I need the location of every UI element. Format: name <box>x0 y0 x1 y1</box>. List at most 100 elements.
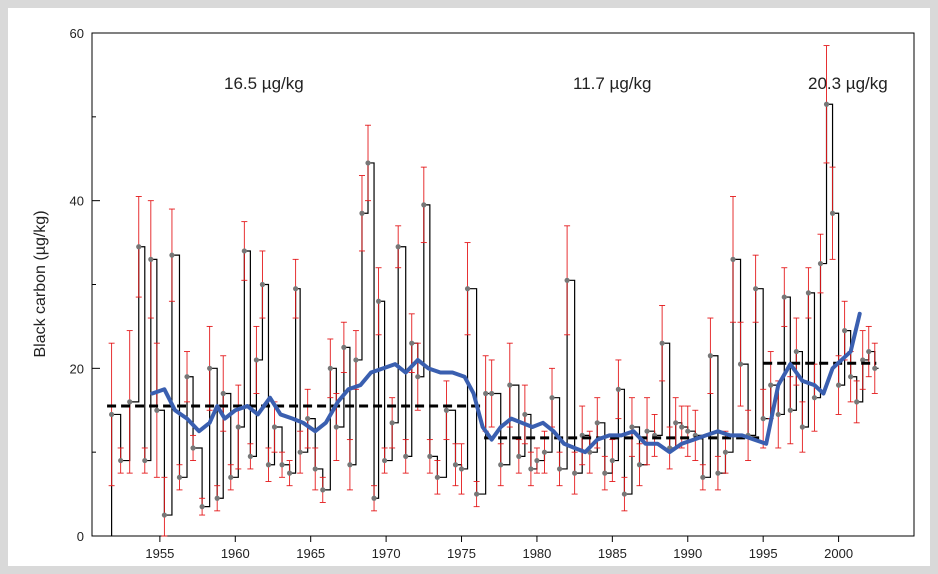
data-point-74 <box>629 424 635 430</box>
data-point-1 <box>118 457 124 464</box>
data-point-5 <box>148 256 154 262</box>
data-point-26 <box>293 286 299 292</box>
data-point-48 <box>434 474 440 480</box>
plot-area <box>91 32 915 537</box>
data-point-73 <box>621 491 628 497</box>
data-point-55 <box>489 390 495 397</box>
data-point-40 <box>382 457 388 464</box>
data-point-106 <box>848 374 854 380</box>
x-tick-label-5: 1980 <box>522 546 551 561</box>
y-tick-label-1: 20 <box>70 361 84 376</box>
data-point-62 <box>541 449 548 455</box>
data-point-54 <box>483 390 489 397</box>
data-point-99 <box>805 290 812 296</box>
data-point-37 <box>365 160 371 166</box>
data-point-46 <box>421 202 427 208</box>
data-point-41 <box>389 420 395 426</box>
data-point-10 <box>184 374 190 380</box>
data-point-19 <box>247 453 253 459</box>
data-point-97 <box>793 348 799 355</box>
data-point-12 <box>199 504 205 510</box>
data-point-28 <box>305 416 311 422</box>
data-point-32 <box>333 424 339 430</box>
data-point-94 <box>775 411 781 418</box>
data-point-0 <box>109 411 115 418</box>
y-tick-label-3: 60 <box>70 26 84 41</box>
data-point-100 <box>811 395 818 401</box>
data-point-81 <box>679 424 685 430</box>
data-point-95 <box>781 294 787 300</box>
data-point-51 <box>458 466 465 472</box>
data-point-66 <box>572 470 578 476</box>
chart-frame: 1955 1960 1965 1970 1975 1980 1985 1990 1995 2000… <box>8 8 930 566</box>
data-point-63 <box>549 395 555 401</box>
data-point-45 <box>415 374 421 380</box>
x-tick-label-0: 1955 <box>145 546 174 561</box>
x-tick-label-7: 1990 <box>673 546 702 561</box>
data-point-8 <box>169 252 175 258</box>
data-point-69 <box>594 420 600 426</box>
x-tick-label-9: 2000 <box>824 546 853 561</box>
data-point-39 <box>375 298 382 304</box>
annotation-period-1: 16.5 µg/kg <box>224 74 304 93</box>
data-point-61 <box>534 457 540 464</box>
data-point-102 <box>823 101 830 107</box>
data-point-64 <box>556 466 563 472</box>
data-point-50 <box>452 462 459 468</box>
data-point-65 <box>564 277 570 283</box>
data-point-16 <box>228 474 234 480</box>
data-point-44 <box>409 340 415 346</box>
data-point-60 <box>528 466 534 472</box>
data-point-109 <box>866 348 872 355</box>
data-point-27 <box>297 449 303 455</box>
data-point-110 <box>872 365 878 371</box>
data-point-35 <box>353 357 359 363</box>
data-point-34 <box>347 462 353 468</box>
annotation-period-3: 20.3 µg/kg <box>808 74 888 93</box>
data-point-75 <box>636 462 643 468</box>
data-point-78 <box>659 340 665 346</box>
data-point-4 <box>142 457 148 464</box>
black-carbon-chart: 1955 1960 1965 1970 1975 1980 1985 1990 1995 2000… <box>32 26 915 561</box>
data-point-85 <box>707 353 713 359</box>
x-tick-label-1: 1960 <box>221 546 250 561</box>
data-point-22 <box>265 462 272 468</box>
data-point-42 <box>395 244 401 250</box>
smoothed-line <box>150 311 862 455</box>
data-point-103 <box>829 210 836 216</box>
data-point-25 <box>286 470 293 476</box>
data-point-98 <box>799 424 805 430</box>
data-point-87 <box>722 449 729 455</box>
data-point-15 <box>220 390 226 397</box>
data-point-53 <box>474 491 480 497</box>
annotation-period-2: 11.7 µg/kg <box>573 74 651 93</box>
data-point-56 <box>498 462 504 468</box>
data-point-101 <box>817 260 824 267</box>
data-point-9 <box>176 474 183 480</box>
data-point-86 <box>715 470 721 476</box>
y-tick-label-2: 40 <box>70 194 84 209</box>
data-point-36 <box>359 210 365 216</box>
x-tick-label-4: 1975 <box>447 546 476 561</box>
data-point-30 <box>320 487 326 493</box>
x-tick-label-6: 1985 <box>598 546 627 561</box>
data-point-24 <box>279 462 285 468</box>
data-point-33 <box>341 344 347 350</box>
data-point-18 <box>241 248 247 254</box>
data-point-70 <box>602 470 608 476</box>
data-point-6 <box>154 407 160 413</box>
data-point-47 <box>427 453 433 459</box>
data-point-84 <box>700 474 706 480</box>
data-point-57 <box>507 382 513 388</box>
y-tick-label-0: 0 <box>77 529 84 544</box>
data-point-58 <box>516 453 522 459</box>
data-point-59 <box>522 411 528 418</box>
data-point-107 <box>854 399 860 405</box>
data-point-29 <box>312 466 318 472</box>
data-point-82 <box>685 428 691 434</box>
data-point-11 <box>190 445 196 451</box>
data-point-104 <box>835 382 842 388</box>
data-point-14 <box>214 495 220 501</box>
x-tick-label-2: 1965 <box>296 546 325 561</box>
data-point-23 <box>271 424 278 430</box>
